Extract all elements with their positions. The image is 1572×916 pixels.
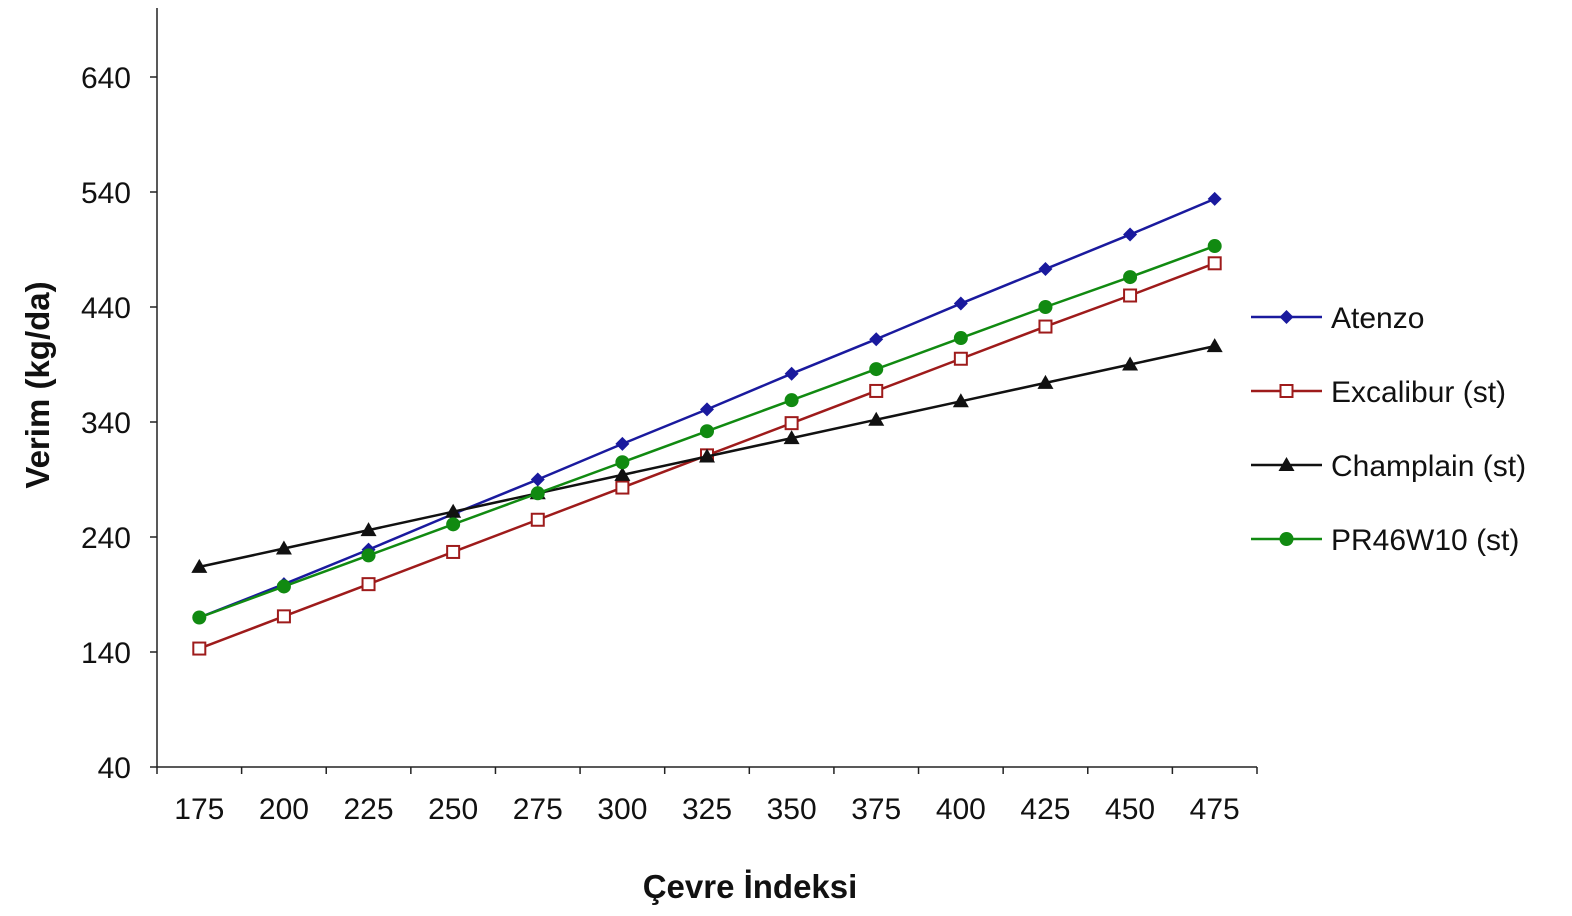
data-point — [615, 455, 630, 470]
data-point — [192, 610, 207, 625]
data-point — [530, 486, 545, 501]
data-point — [1123, 288, 1138, 303]
data-point — [783, 430, 800, 445]
data-point — [784, 393, 799, 408]
data-point — [784, 366, 799, 381]
data-point — [446, 517, 461, 532]
data-point — [191, 558, 208, 573]
data-point — [953, 331, 968, 346]
x-tick-label: 200 — [259, 793, 309, 826]
x-tick-label: 225 — [344, 793, 394, 826]
y-tick-label: 340 — [81, 407, 131, 440]
x-tick-label: 350 — [767, 793, 817, 826]
legend-label: Atenzo — [1331, 302, 1424, 335]
legend-label: PR46W10 (st) — [1331, 524, 1519, 557]
data-point — [953, 351, 968, 366]
data-point — [445, 503, 462, 518]
data-point — [275, 540, 292, 555]
y-tick-label: 140 — [81, 637, 131, 670]
data-point — [1123, 270, 1138, 285]
legend-swatch-marker — [1279, 310, 1294, 324]
x-tick-label: 325 — [682, 793, 732, 826]
x-tick-label: 300 — [597, 793, 647, 826]
data-point — [700, 424, 714, 439]
data-point — [869, 362, 884, 377]
data-point — [276, 579, 291, 594]
data-point — [614, 466, 631, 481]
x-axis-ticks: 175 200 225 250 275 300 325 350 375 400 425 450 475 — [156, 767, 1258, 826]
y-tick-label: 440 — [81, 292, 131, 325]
x-tick-label: 450 — [1105, 793, 1155, 826]
data-point — [953, 296, 968, 311]
legend-swatch-marker — [1279, 384, 1294, 398]
legend-item: Atenzo — [1251, 302, 1424, 335]
data-point — [530, 472, 545, 487]
y-tick-label: 540 — [81, 177, 131, 210]
x-tick-label: 175 — [174, 793, 224, 826]
data-point — [615, 480, 630, 495]
x-tick-label: 250 — [428, 793, 478, 826]
data-point — [868, 411, 885, 426]
data-point — [1038, 262, 1053, 277]
data-point — [700, 402, 714, 417]
data-point — [1207, 191, 1222, 206]
data-point — [784, 416, 799, 431]
x-tick-label: 375 — [851, 793, 901, 826]
x-axis-title: Çevre İndeksi — [643, 868, 858, 905]
legend: Atenzo Excalibur (st) Champlain (st) PR46W1… — [1251, 302, 1526, 557]
data-point — [869, 332, 884, 347]
data-point — [1038, 300, 1053, 314]
series-3 — [192, 239, 1222, 625]
data-point — [530, 512, 545, 527]
data-point — [1123, 227, 1138, 242]
data-point — [1122, 356, 1139, 371]
data-point — [1206, 338, 1223, 353]
legend-label: Excalibur (st) — [1331, 376, 1506, 409]
legend-item: PR46W10 (st) — [1251, 524, 1519, 557]
data-point — [869, 383, 884, 398]
y-axis-ticks: 40 140 240 340 440 540 640 — [81, 62, 157, 785]
data-point — [1207, 239, 1222, 254]
series-2 — [191, 338, 1223, 573]
legend-label: Champlain (st) — [1331, 450, 1526, 483]
x-tick-label: 275 — [513, 793, 563, 826]
data-point — [361, 548, 376, 563]
y-tick-label: 40 — [98, 752, 131, 785]
y-axis-title: Verim (kg/da) — [19, 281, 56, 488]
data-point — [1037, 374, 1054, 389]
data-point — [1207, 256, 1222, 271]
data-point — [1038, 319, 1053, 334]
y-tick-label: 240 — [81, 522, 131, 555]
x-tick-label: 425 — [1020, 793, 1070, 826]
plot-axes — [156, 8, 1257, 768]
data-point — [446, 544, 461, 559]
x-tick-label: 475 — [1190, 793, 1240, 826]
data-point — [699, 448, 715, 463]
data-point — [276, 609, 291, 624]
data-point — [192, 641, 207, 656]
legend-item: Excalibur (st) — [1251, 376, 1506, 409]
data-point — [615, 436, 630, 451]
legend-swatch-marker — [1279, 532, 1294, 546]
series-layer — [191, 191, 1223, 656]
data-point — [952, 393, 969, 408]
x-tick-label: 400 — [936, 793, 986, 826]
legend-swatch-marker — [1278, 457, 1295, 471]
series-0 — [192, 191, 1222, 625]
data-point — [360, 522, 377, 537]
data-point — [361, 577, 376, 592]
y-tick-label: 640 — [81, 62, 131, 95]
legend-item: Champlain (st) — [1251, 450, 1526, 483]
